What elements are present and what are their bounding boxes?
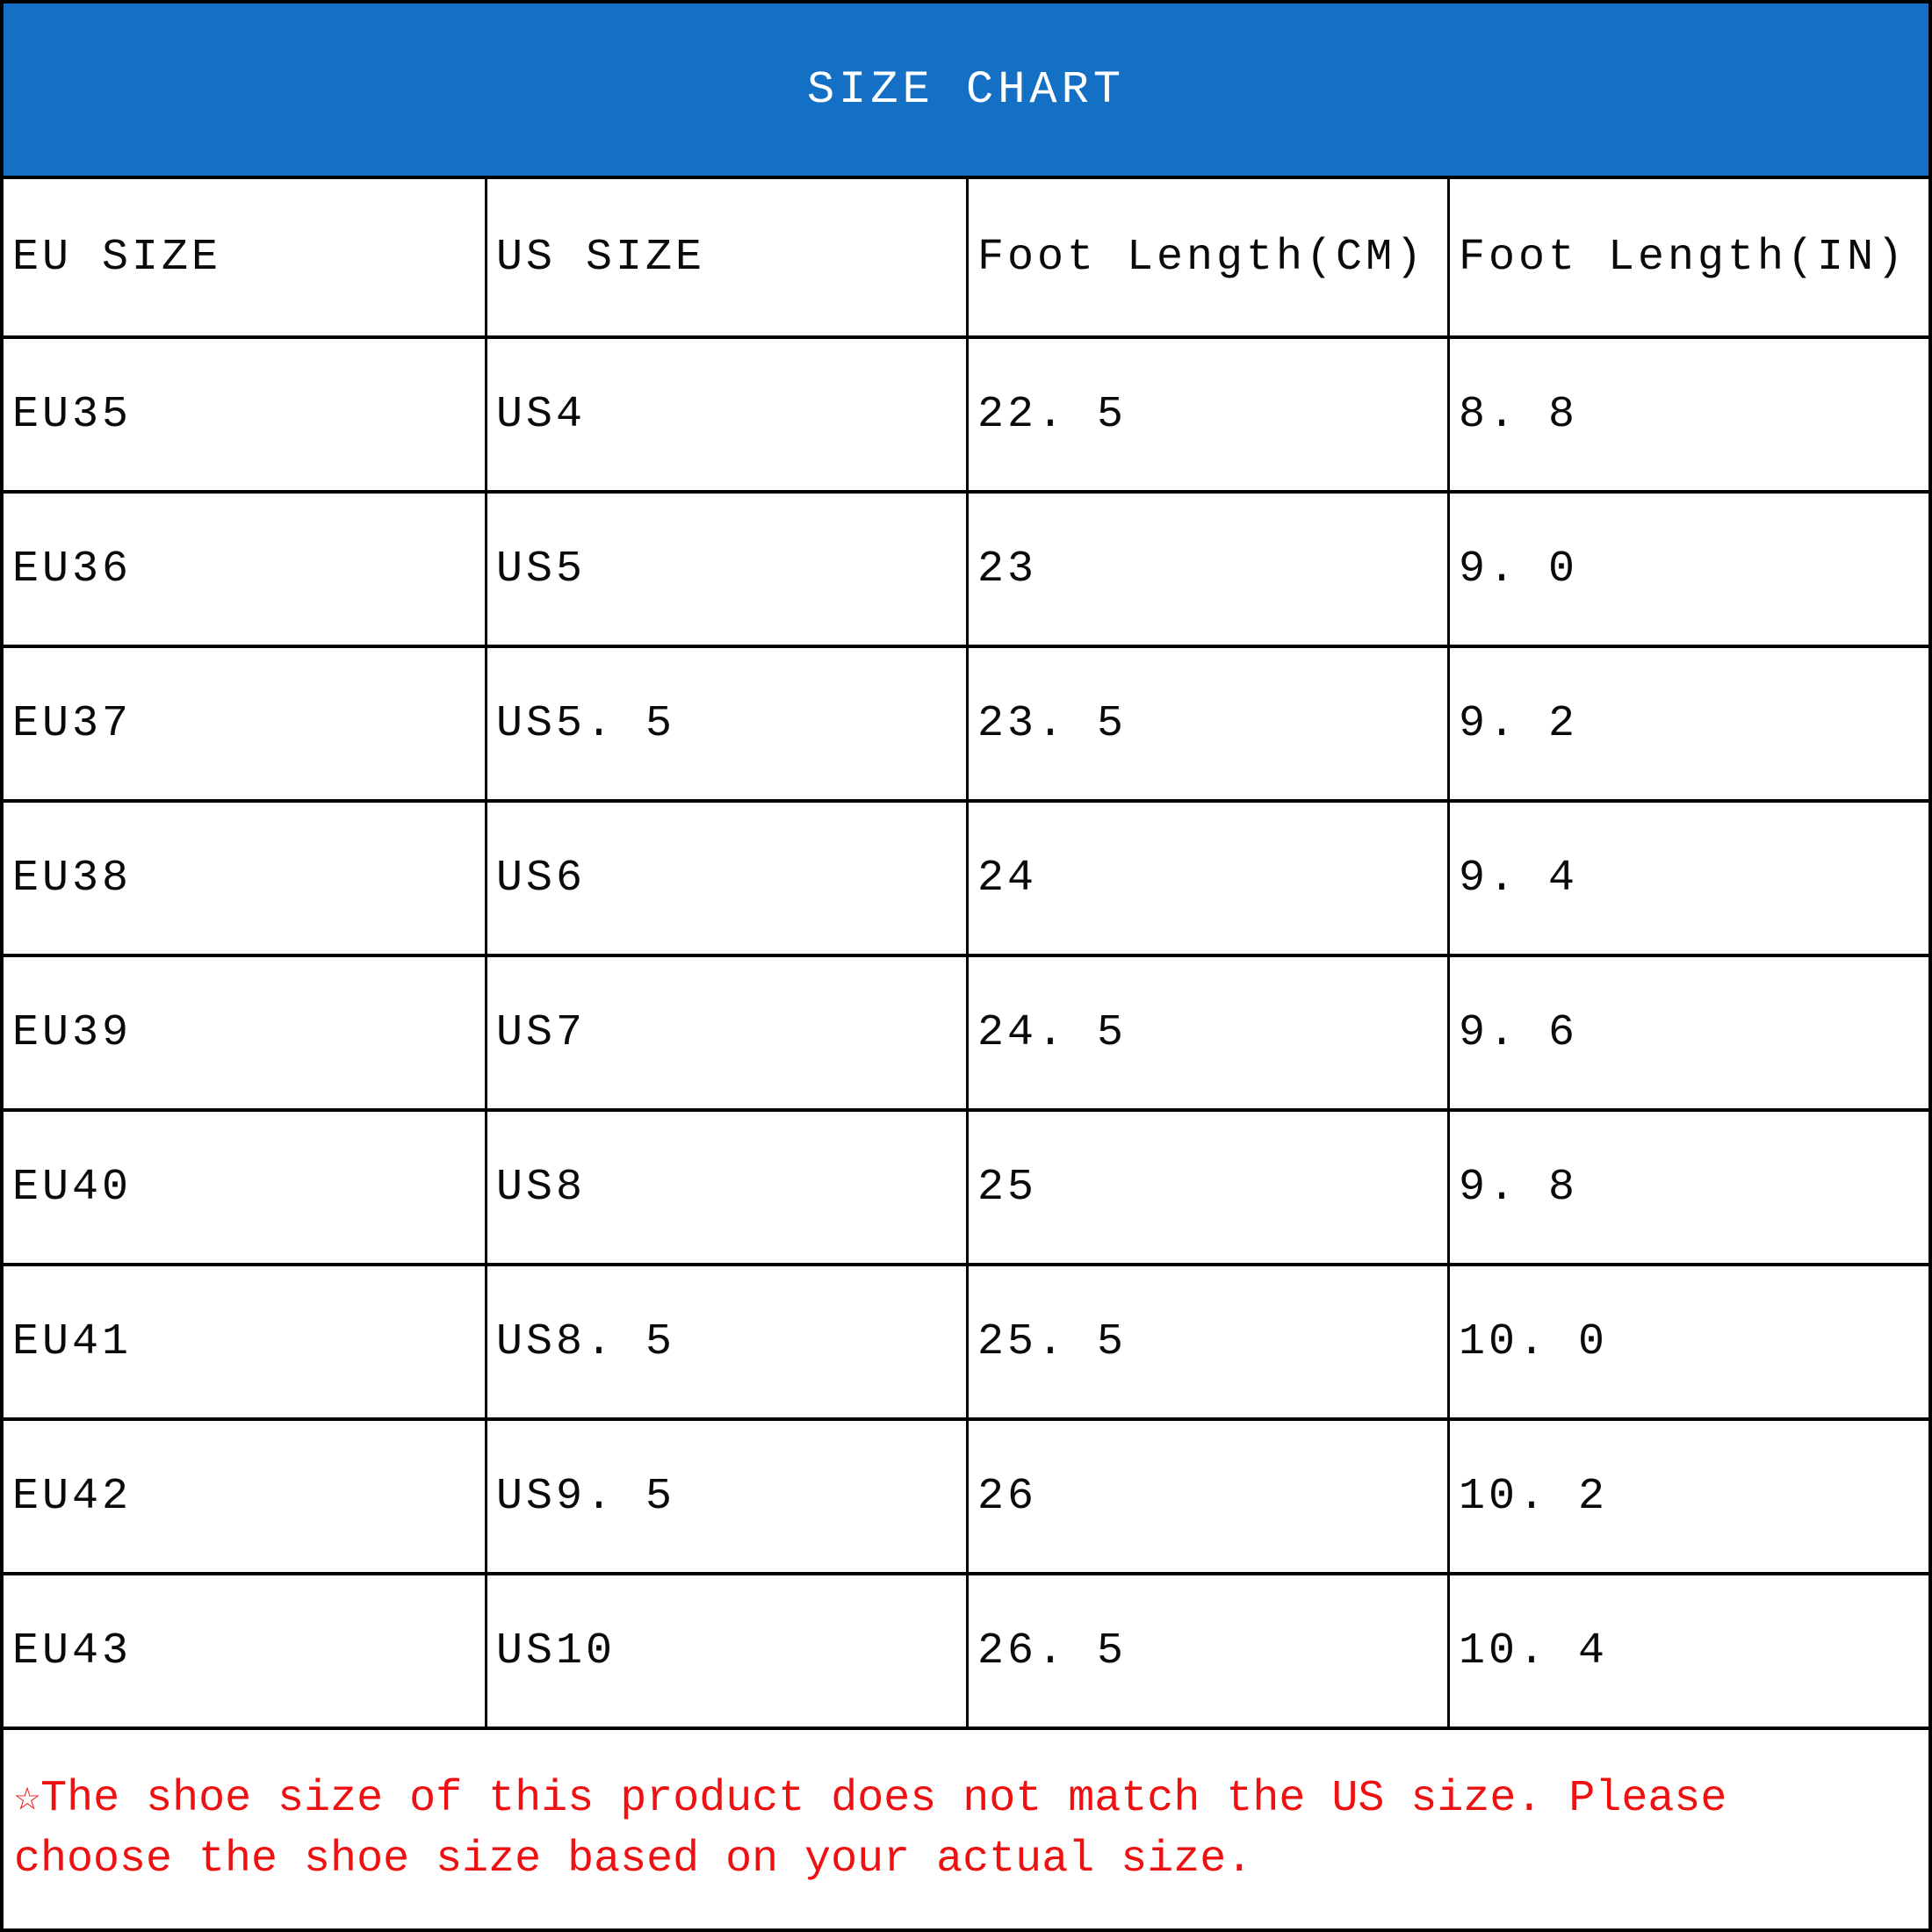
table-cell: 26 — [966, 1421, 1447, 1572]
table-cell: 25. 5 — [966, 1266, 1447, 1417]
table-cell: US4 — [485, 339, 966, 490]
table-cell: 8. 8 — [1447, 339, 1928, 490]
table-cell: EU41 — [12, 1316, 133, 1367]
table-cell: 9. 2 — [1447, 648, 1928, 799]
table-header-row: EU SIZE US SIZE Foot Length(CM) Foot Len… — [4, 179, 1928, 339]
table-cell: EU35 — [12, 389, 133, 440]
table-row: EU43 US10 26. 5 10. 4 — [4, 1575, 1928, 1730]
table-row: EU35 US4 22. 5 8. 8 — [4, 339, 1928, 494]
table-cell: 9. 4 — [1447, 803, 1928, 954]
table-cell: 9. 0 — [1447, 494, 1928, 645]
header-cell-foot-length-cm: Foot Length(CM) — [966, 179, 1447, 335]
header-cell-eu-size: EU SIZE — [12, 232, 222, 283]
size-note: ☆The shoe size of this product does not … — [4, 1730, 1928, 1928]
table-cell: 23 — [966, 494, 1447, 645]
table-cell: US10 — [485, 1575, 966, 1727]
table-row: EU41 US8. 5 25. 5 10. 0 — [4, 1266, 1928, 1421]
note-line-1: ☆The shoe size of this product does not … — [14, 1774, 1727, 1824]
page-title: SIZE CHART — [806, 63, 1126, 116]
table-cell: 24. 5 — [966, 957, 1447, 1108]
header-cell-foot-length-in: Foot Length(IN) — [1447, 179, 1928, 335]
table-cell: 22. 5 — [966, 339, 1447, 490]
table-row: EU38 US6 24 9. 4 — [4, 803, 1928, 957]
table-cell: US8 — [485, 1112, 966, 1263]
table-cell: 24 — [966, 803, 1447, 954]
table-cell: EU43 — [12, 1626, 133, 1676]
table-cell: EU38 — [12, 853, 133, 904]
size-chart-banner: SIZE CHART — [4, 4, 1928, 179]
table-cell: EU36 — [12, 544, 133, 595]
table-cell: 10. 4 — [1447, 1575, 1928, 1727]
table-cell: EU37 — [12, 698, 133, 749]
table-row: EU37 US5. 5 23. 5 9. 2 — [4, 648, 1928, 803]
table-cell: US5. 5 — [485, 648, 966, 799]
table-cell: 9. 6 — [1447, 957, 1928, 1108]
header-cell-us-size: US SIZE — [485, 179, 966, 335]
table-cell: US9. 5 — [485, 1421, 966, 1572]
table-cell: 25 — [966, 1112, 1447, 1263]
note-line-2: choose the shoe size based on your actua… — [14, 1835, 1253, 1885]
table-row: EU36 US5 23 9. 0 — [4, 494, 1928, 648]
table-cell: EU42 — [12, 1471, 133, 1522]
table-cell: 10. 2 — [1447, 1421, 1928, 1572]
table-cell: 10. 0 — [1447, 1266, 1928, 1417]
table-row: EU39 US7 24. 5 9. 6 — [4, 957, 1928, 1112]
table-row: EU40 US8 25 9. 8 — [4, 1112, 1928, 1266]
table-cell: 26. 5 — [966, 1575, 1447, 1727]
table-cell: US7 — [485, 957, 966, 1108]
table-cell: US6 — [485, 803, 966, 954]
table-cell: 23. 5 — [966, 648, 1447, 799]
table-row: EU42 US9. 5 26 10. 2 — [4, 1421, 1928, 1575]
table-cell: EU39 — [12, 1007, 133, 1058]
table-cell: US5 — [485, 494, 966, 645]
table-cell: 9. 8 — [1447, 1112, 1928, 1263]
table-cell: EU40 — [12, 1162, 133, 1213]
table-cell: US8. 5 — [485, 1266, 966, 1417]
